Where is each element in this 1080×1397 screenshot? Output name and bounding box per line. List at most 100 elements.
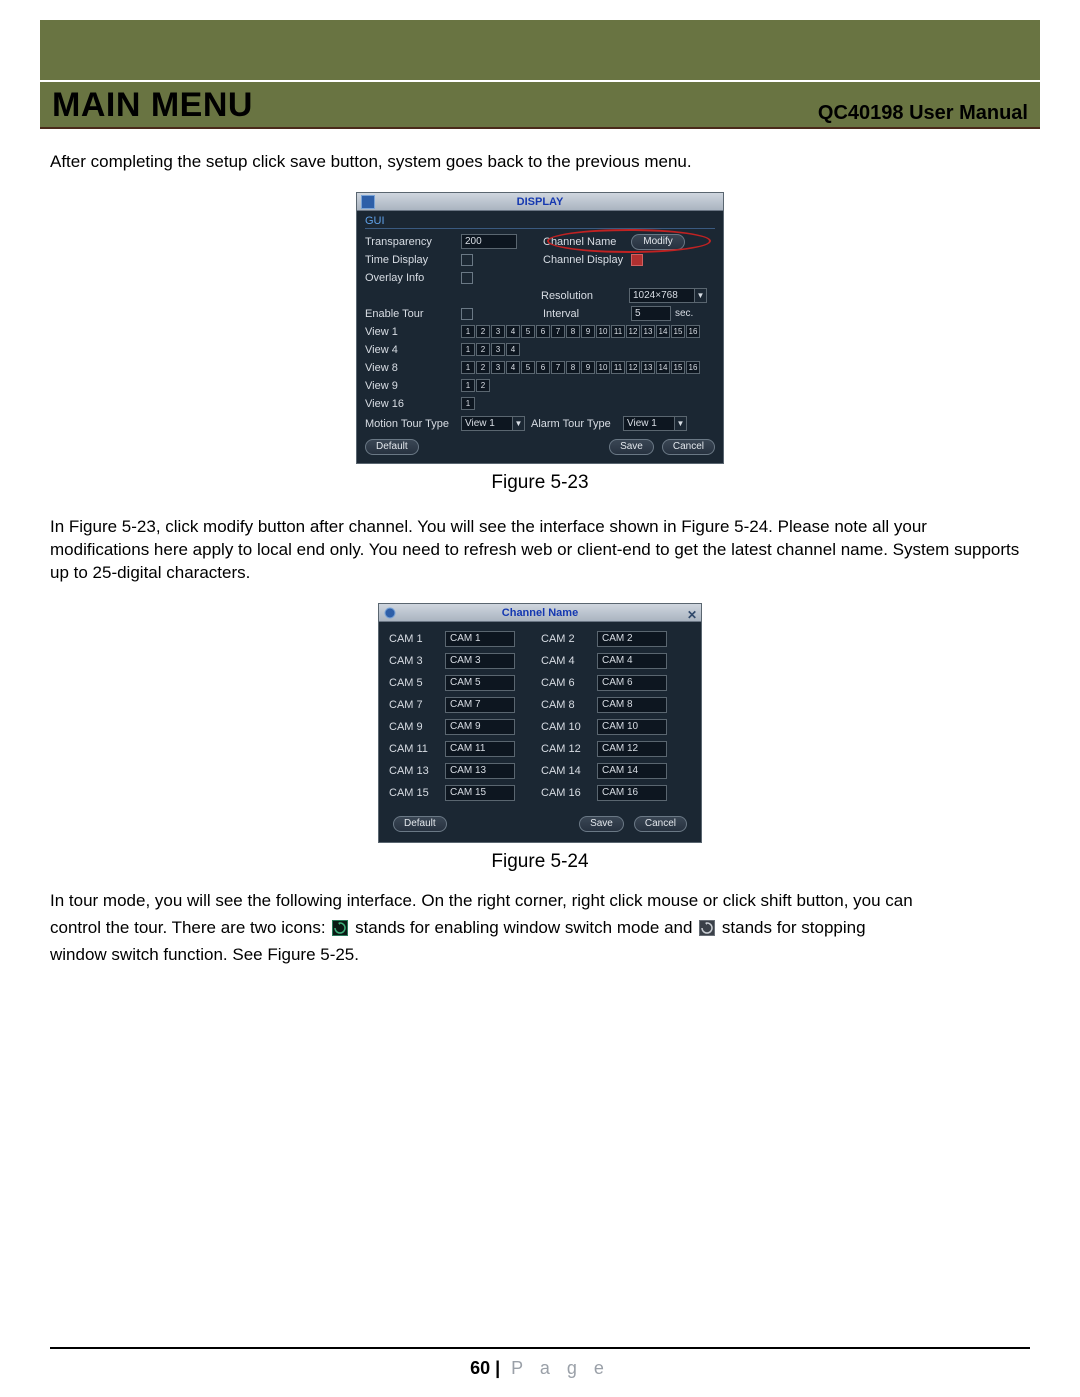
modify-button[interactable]: Modify (631, 234, 685, 250)
view-cell[interactable]: 16 (686, 325, 700, 338)
view-cell[interactable]: 4 (506, 343, 520, 356)
time-display-checkbox[interactable] (461, 254, 473, 266)
cancel-button[interactable]: Cancel (662, 439, 715, 455)
overlay-info-checkbox[interactable] (461, 272, 473, 284)
view-cell[interactable]: 4 (506, 361, 520, 374)
transparency-input[interactable]: 200 (461, 234, 517, 249)
cam-input[interactable]: CAM 8 (597, 697, 667, 713)
view16-grid[interactable]: 1 (461, 397, 475, 410)
view-cell[interactable]: 4 (506, 325, 520, 338)
view-cell[interactable]: 6 (536, 361, 550, 374)
save-button[interactable]: Save (609, 439, 654, 455)
cam-label: CAM 11 (389, 743, 439, 755)
view-cell[interactable]: 3 (491, 361, 505, 374)
view-cell[interactable]: 3 (491, 325, 505, 338)
view-cell[interactable]: 13 (641, 361, 655, 374)
view-cell[interactable]: 16 (686, 361, 700, 374)
view-cell[interactable]: 15 (671, 361, 685, 374)
cam-input[interactable]: CAM 7 (445, 697, 515, 713)
display-title-text: DISPLAY (517, 196, 564, 208)
view-cell[interactable]: 7 (551, 325, 565, 338)
cam-input[interactable]: CAM 15 (445, 785, 515, 801)
view8-grid[interactable]: 12345678910111213141516 (461, 361, 700, 374)
cam-input[interactable]: CAM 5 (445, 675, 515, 691)
view-cell[interactable]: 6 (536, 325, 550, 338)
view-cell[interactable]: 10 (596, 325, 610, 338)
view-cell[interactable]: 10 (596, 361, 610, 374)
enable-tour-checkbox[interactable] (461, 308, 473, 320)
figure-5-23-caption: Figure 5-23 (50, 472, 1030, 494)
view-cell[interactable]: 9 (581, 361, 595, 374)
cam-input[interactable]: CAM 2 (597, 631, 667, 647)
interval-unit: sec. (675, 308, 693, 319)
cam-input[interactable]: CAM 16 (597, 785, 667, 801)
view-cell[interactable]: 14 (656, 361, 670, 374)
default-button[interactable]: Default (365, 439, 419, 455)
view-cell[interactable]: 8 (566, 325, 580, 338)
paragraph-2: In Figure 5-23, click modify button afte… (50, 516, 1030, 585)
motion-tour-dropdown[interactable]: View 1 ▼ (461, 416, 525, 431)
view-cell[interactable]: 12 (626, 325, 640, 338)
cam-input[interactable]: CAM 13 (445, 763, 515, 779)
alarm-tour-dropdown[interactable]: View 1 ▼ (623, 416, 687, 431)
view-cell[interactable]: 13 (641, 325, 655, 338)
view-cell[interactable]: 1 (461, 361, 475, 374)
cam-row: CAM 9 CAM 9 CAM 10 CAM 10 (389, 716, 691, 738)
view16-label: View 16 (365, 398, 457, 410)
tour-stop-icon (699, 920, 715, 936)
view-cell[interactable]: 12 (626, 361, 640, 374)
resolution-dropdown[interactable]: 1024×768 ▼ (629, 288, 707, 303)
view-cell[interactable]: 1 (461, 379, 475, 392)
view-cell[interactable]: 2 (476, 325, 490, 338)
view-cell[interactable]: 15 (671, 325, 685, 338)
cancel-button[interactable]: Cancel (634, 816, 687, 832)
view-cell[interactable]: 2 (476, 379, 490, 392)
para3c: stands for enabling window switch mode a… (355, 918, 697, 937)
view-cell[interactable]: 3 (491, 343, 505, 356)
view-cell[interactable]: 7 (551, 361, 565, 374)
page-number: 60 (470, 1358, 490, 1378)
cam-row: CAM 3CAM 3CAM 4CAM 4 (389, 650, 691, 672)
view-cell[interactable]: 2 (476, 361, 490, 374)
cam-label: CAM 10 (541, 721, 591, 733)
view-cell[interactable]: 1 (461, 325, 475, 338)
view-cell[interactable]: 8 (566, 361, 580, 374)
view4-grid[interactable]: 1234 (461, 343, 520, 356)
cam-input[interactable]: CAM 1 (445, 631, 515, 647)
view9-grid[interactable]: 12 (461, 379, 490, 392)
view-cell[interactable]: 2 (476, 343, 490, 356)
channel-display-label: Channel Display (543, 254, 627, 266)
footer-sep: | (490, 1358, 505, 1378)
view-cell[interactable]: 1 (461, 397, 475, 410)
cam-input[interactable]: CAM 3 (445, 653, 515, 669)
resolution-value: 1024×768 (633, 290, 678, 301)
cam-label: CAM 9 (389, 721, 439, 733)
cam-input[interactable]: CAM 6 (597, 675, 667, 691)
view-cell[interactable]: 11 (611, 325, 625, 338)
cam-input[interactable]: CAM 4 (597, 653, 667, 669)
cam-input[interactable]: CAM 12 (597, 741, 667, 757)
cam-input[interactable]: CAM 9 (445, 719, 515, 735)
cam-input[interactable]: CAM 14 (597, 763, 667, 779)
para3d: stands for stopping (722, 918, 866, 937)
view-cell[interactable]: 1 (461, 343, 475, 356)
interval-label: Interval (543, 308, 627, 320)
interval-input[interactable]: 5 (631, 306, 671, 321)
motion-tour-label: Motion Tour Type (365, 418, 457, 430)
channel-display-checkbox[interactable] (631, 254, 643, 266)
cam-input[interactable]: CAM 10 (597, 719, 667, 735)
channel-name-title-text: Channel Name (502, 607, 578, 619)
default-button[interactable]: Default (393, 816, 447, 832)
view-cell[interactable]: 14 (656, 325, 670, 338)
view-cell[interactable]: 11 (611, 361, 625, 374)
close-icon[interactable]: ✕ (687, 606, 697, 624)
view1-grid[interactable]: 12345678910111213141516 (461, 325, 700, 338)
footer-page-word: P a g e (511, 1358, 610, 1378)
save-button[interactable]: Save (579, 816, 624, 832)
view-cell[interactable]: 5 (521, 325, 535, 338)
cam-input[interactable]: CAM 11 (445, 741, 515, 757)
view-cell[interactable]: 5 (521, 361, 535, 374)
view-cell[interactable]: 9 (581, 325, 595, 338)
cam-label: CAM 13 (389, 765, 439, 777)
display-dialog-title: DISPLAY (357, 193, 723, 211)
